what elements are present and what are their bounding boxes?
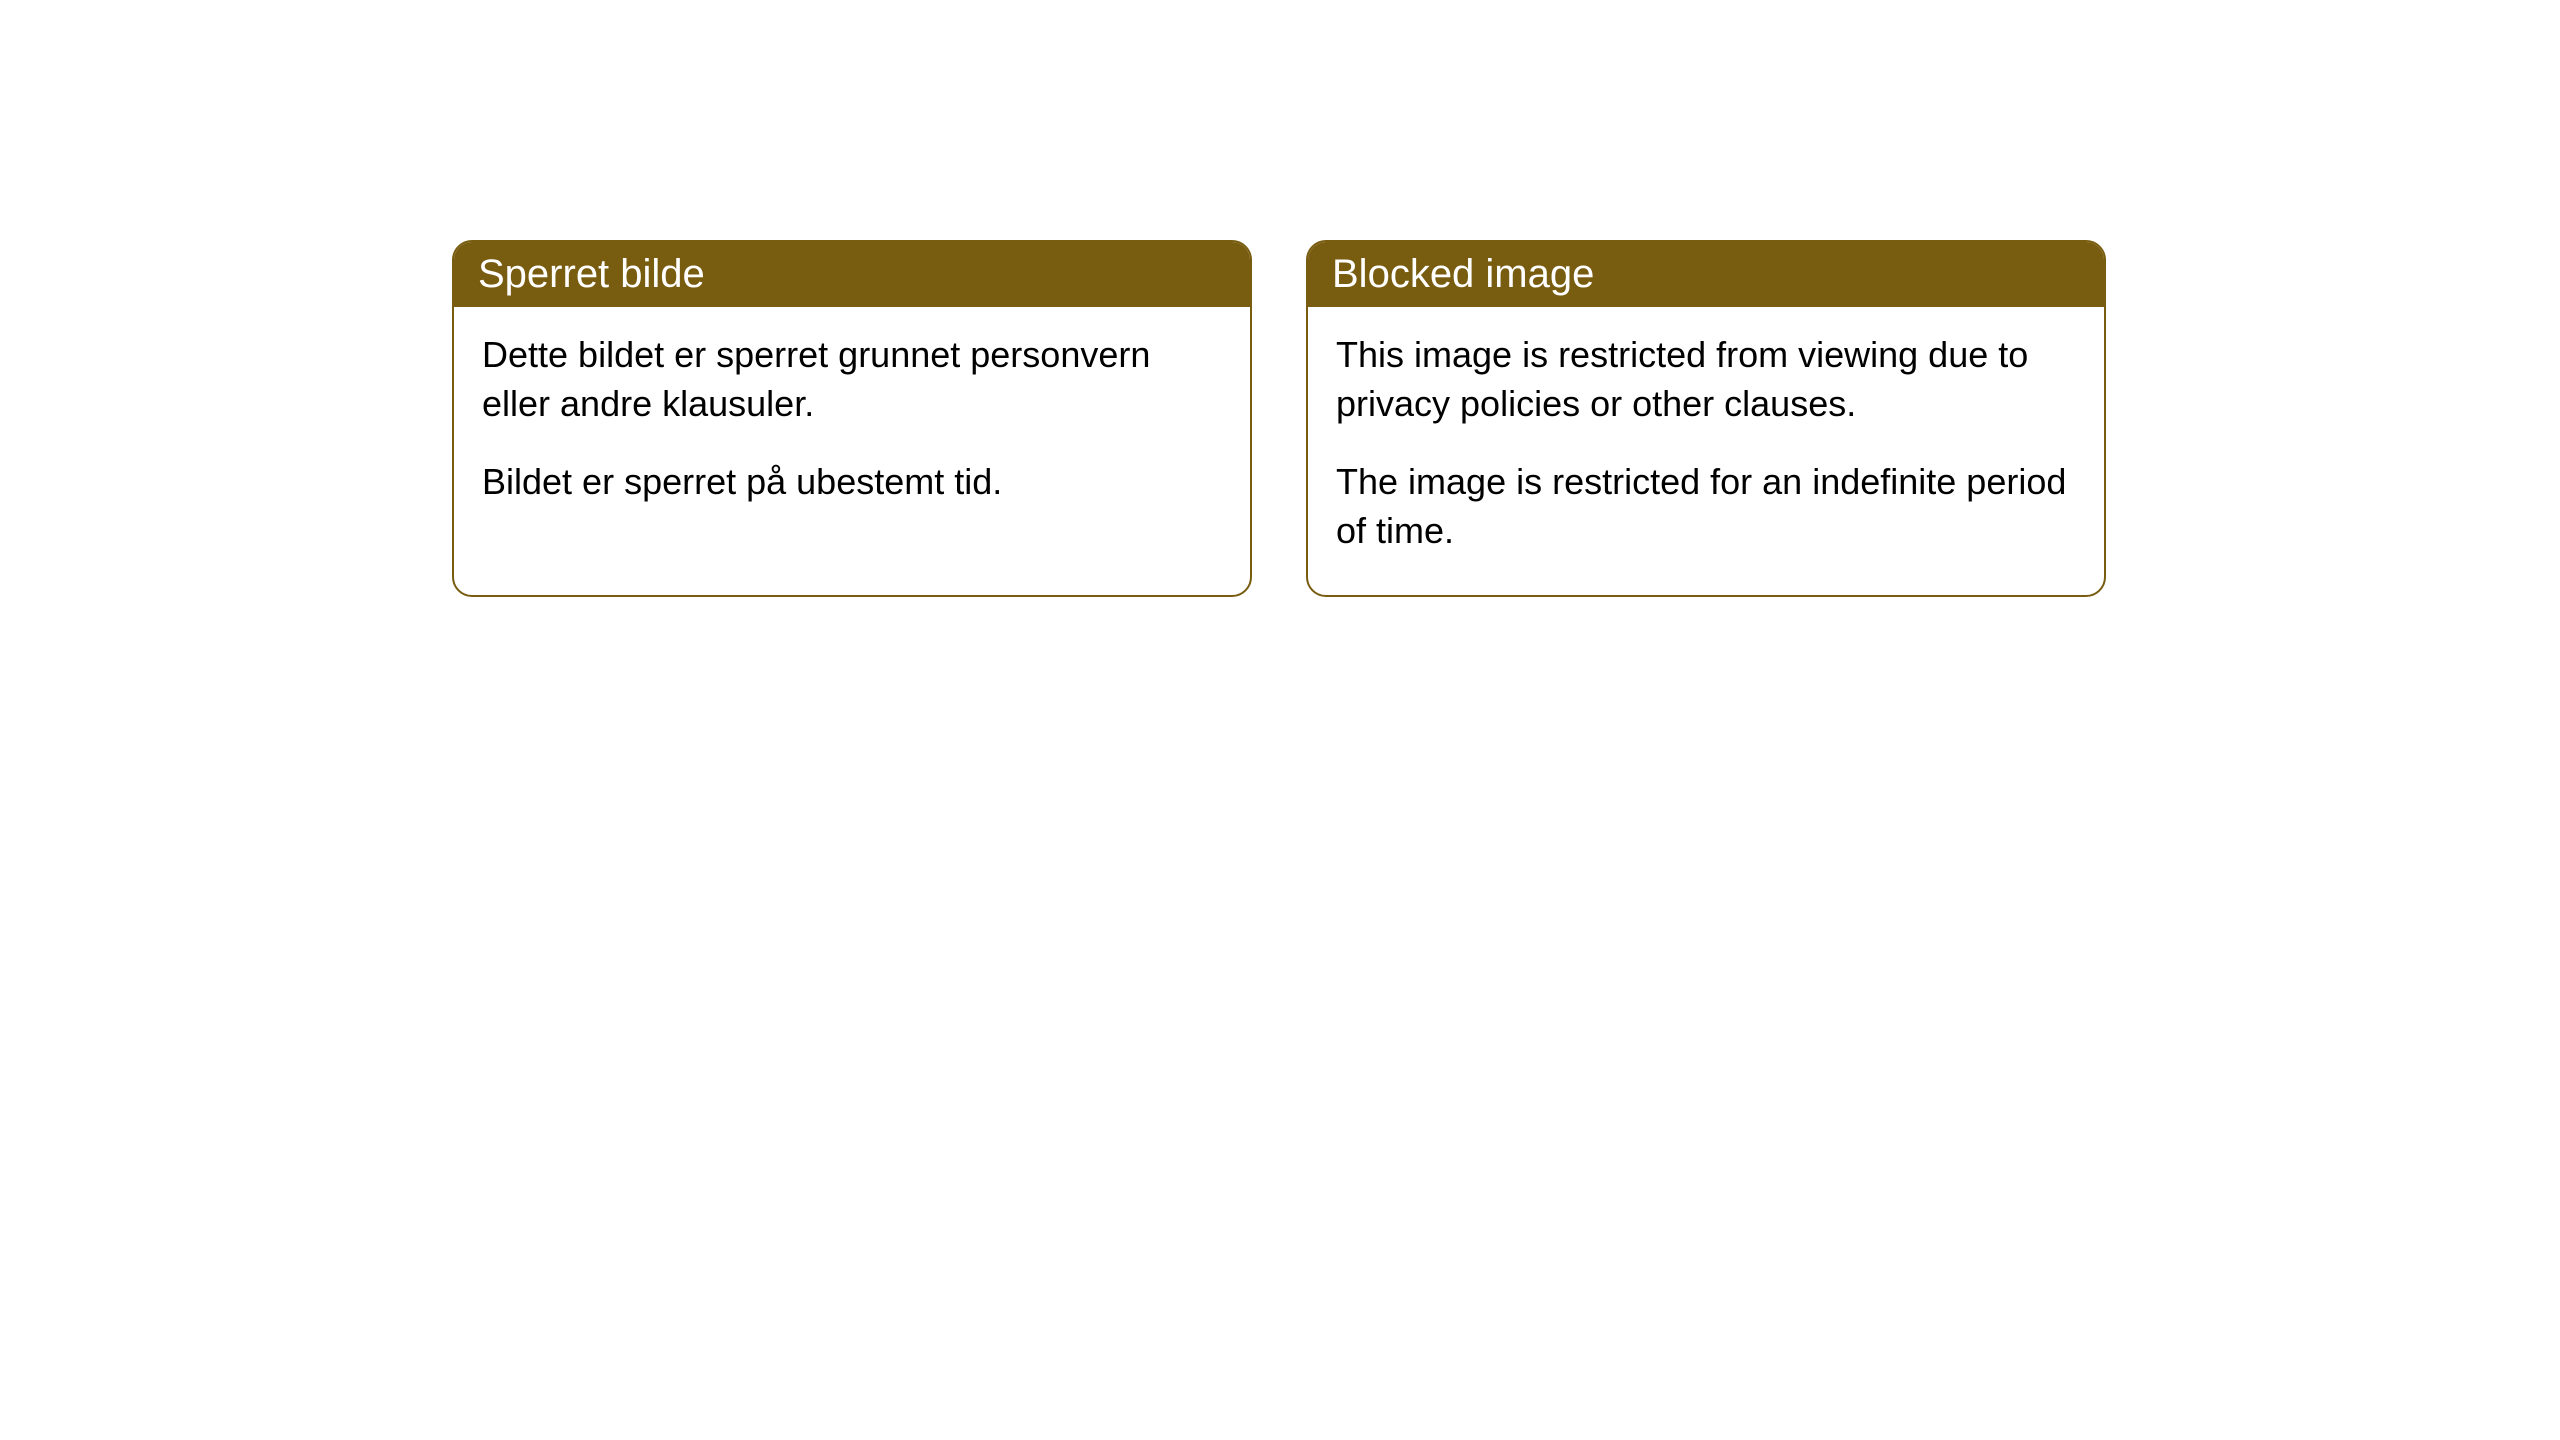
card-paragraph: Bildet er sperret på ubestemt tid.	[482, 458, 1222, 507]
blocked-image-card-norwegian: Sperret bilde Dette bildet er sperret gr…	[452, 240, 1252, 597]
blocked-image-card-english: Blocked image This image is restricted f…	[1306, 240, 2106, 597]
card-header: Sperret bilde	[454, 242, 1250, 307]
card-title: Blocked image	[1332, 252, 1594, 296]
card-body: This image is restricted from viewing du…	[1308, 307, 2104, 595]
card-paragraph: The image is restricted for an indefinit…	[1336, 458, 2076, 555]
card-title: Sperret bilde	[478, 252, 705, 296]
notice-cards-container: Sperret bilde Dette bildet er sperret gr…	[452, 240, 2106, 597]
card-body: Dette bildet er sperret grunnet personve…	[454, 307, 1250, 547]
card-paragraph: Dette bildet er sperret grunnet personve…	[482, 331, 1222, 428]
card-paragraph: This image is restricted from viewing du…	[1336, 331, 2076, 428]
card-header: Blocked image	[1308, 242, 2104, 307]
